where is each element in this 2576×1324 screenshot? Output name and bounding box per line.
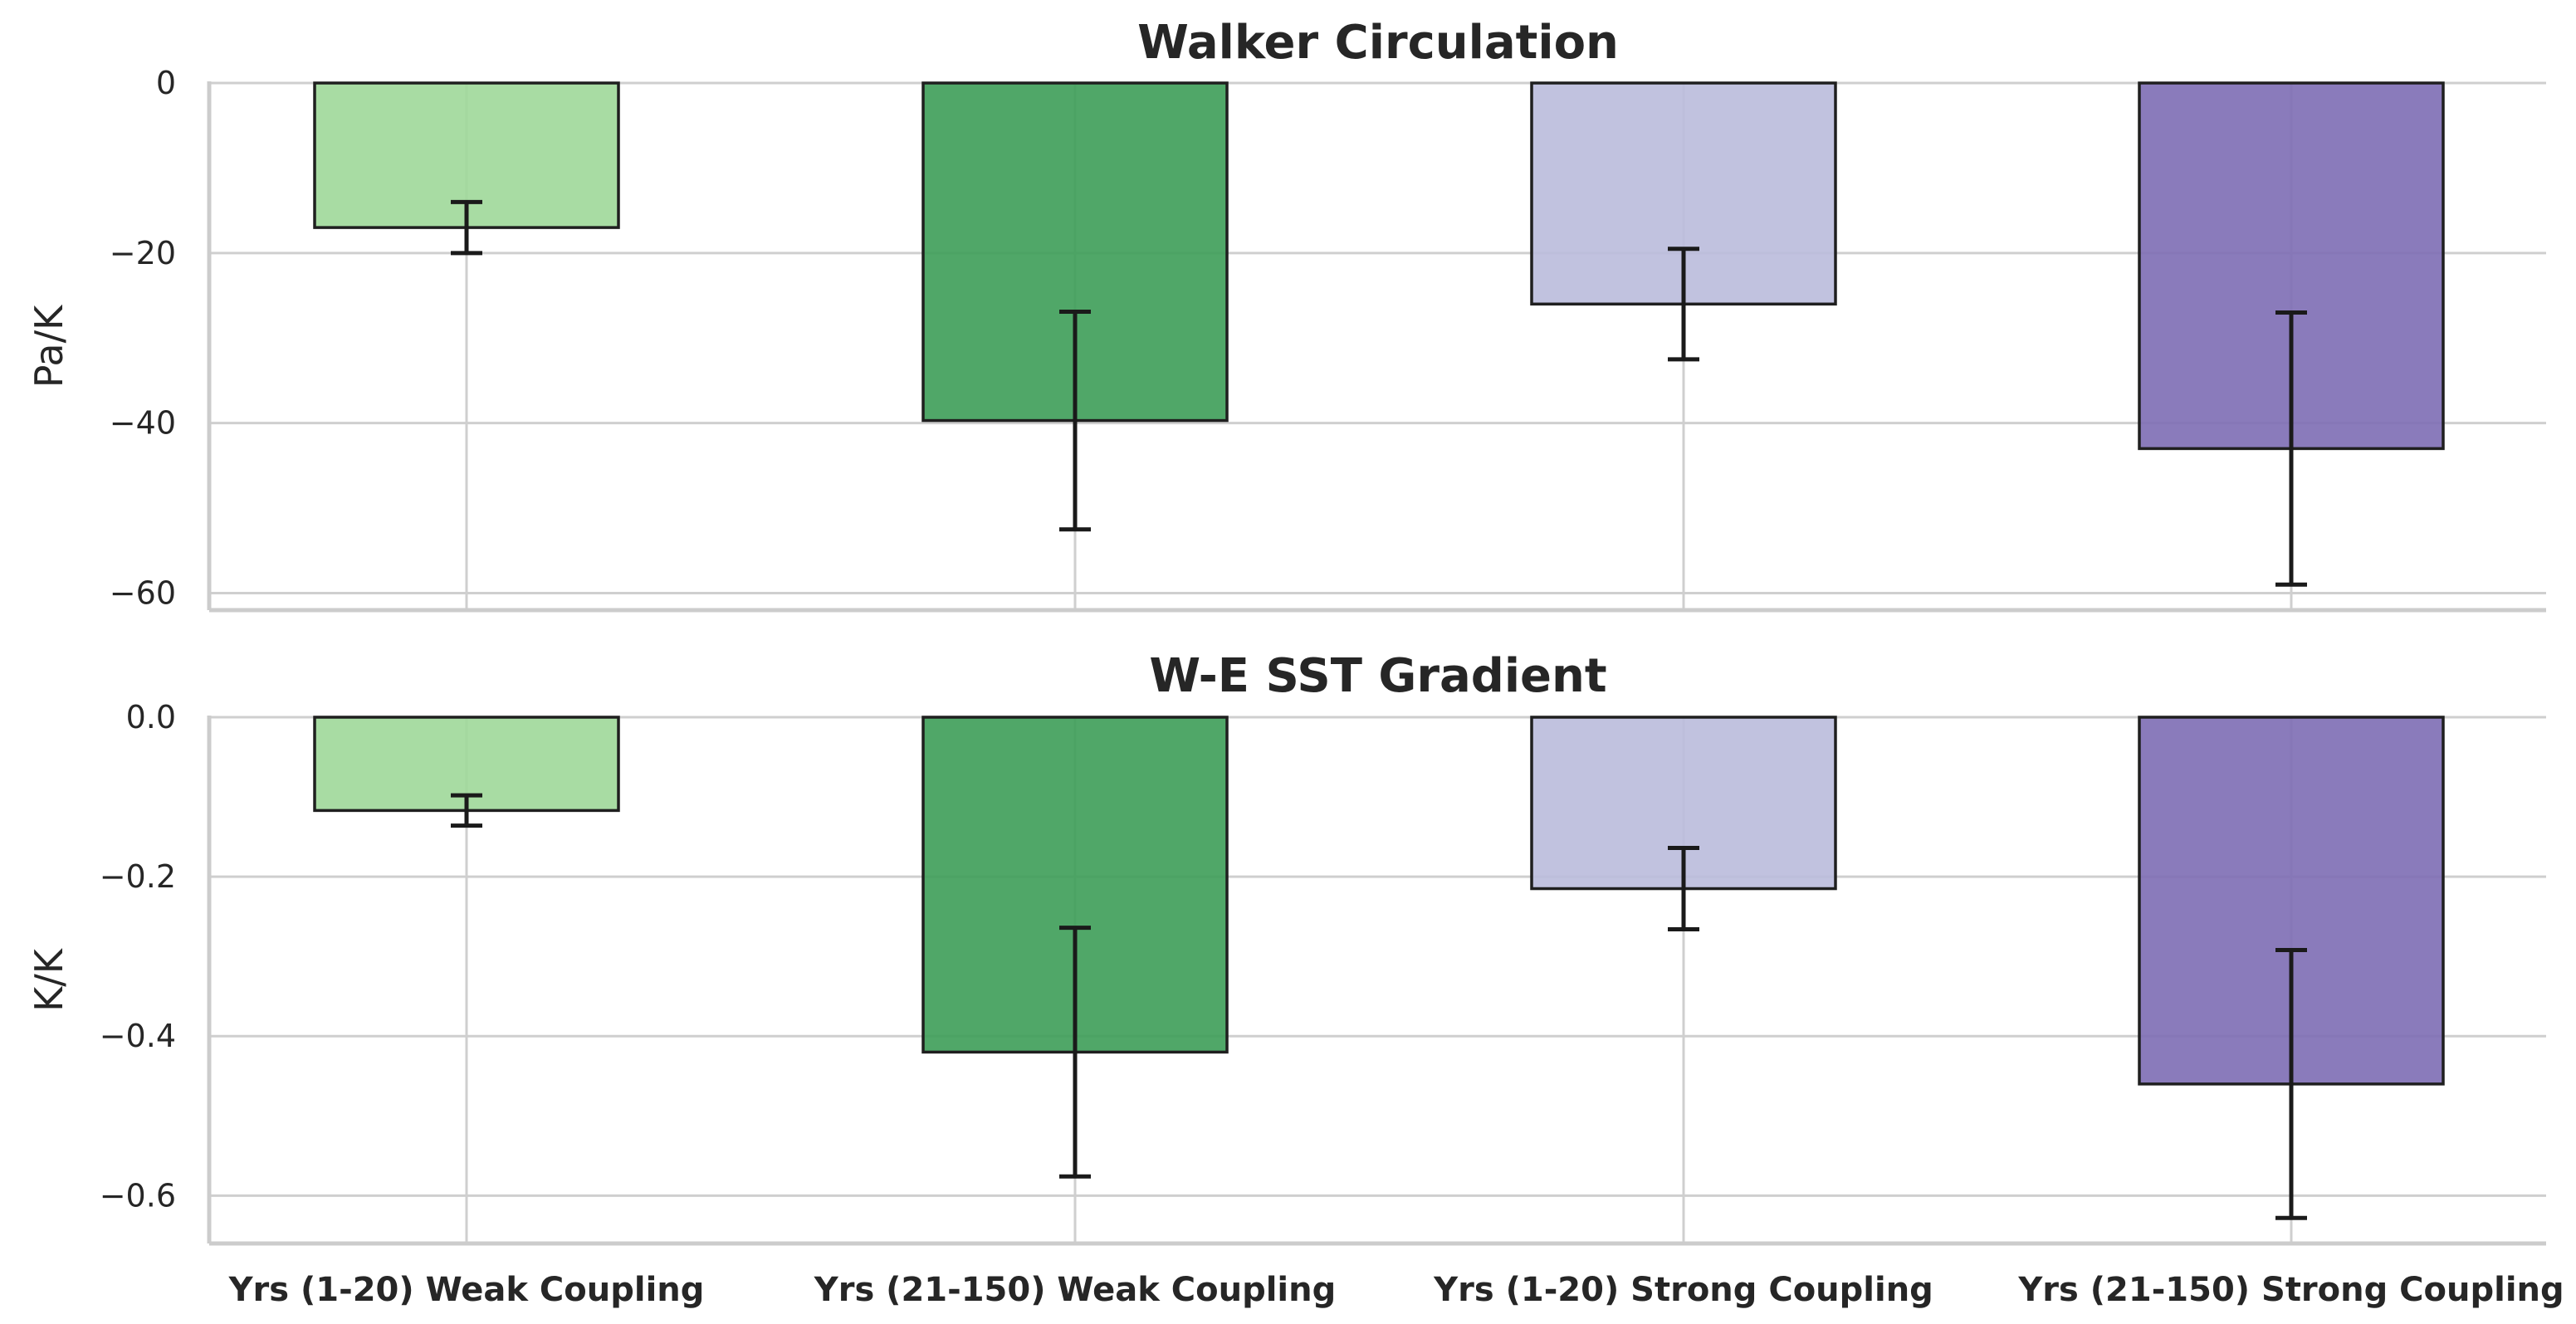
x-tick-label-yrs-1-20-strong-coupling: Yrs (1-20) Strong Coupling — [1433, 1271, 1933, 1309]
walker-circulation-errorbar-yrs-21-150-weak-coupling — [1059, 310, 1091, 532]
walker-circulation-errorbar-yrs-1-20-strong-coupling — [1668, 247, 1699, 362]
walker-circulation-ytick-label-1: −20 — [110, 235, 176, 271]
x-tick-label-yrs-1-20-weak-coupling: Yrs (1-20) Weak Coupling — [228, 1271, 705, 1309]
w-e-sst-gradient-title: W-E SST Gradient — [1149, 649, 1606, 703]
w-e-sst-gradient-errorbar-yrs-21-150-weak-coupling — [1059, 926, 1091, 1179]
w-e-sst-gradient-ytick-label-1: −0.2 — [100, 858, 176, 895]
w-e-sst-gradient-ytick-label-0: 0.0 — [126, 699, 176, 735]
w-e-sst-gradient-errorbar-yrs-21-150-strong-coupling — [2275, 947, 2307, 1220]
x-tick-label-yrs-21-150-weak-coupling: Yrs (21-150) Weak Coupling — [814, 1271, 1337, 1309]
w-e-sst-gradient-ylabel: K/K — [27, 947, 71, 1012]
walker-circulation-ylabel: Pa/K — [27, 304, 71, 388]
walker-circulation-ytick-label-3: −60 — [110, 575, 176, 612]
sst-gradient-panel: 0.0 −0.2 −0.4 −0.6 W-E SST Gradient K/K — [27, 649, 2546, 1246]
x-tick-labels: Yrs (1-20) Weak Coupling Yrs (21-150) Wea… — [228, 1271, 2564, 1309]
w-e-sst-gradient-errorbar-yrs-1-20-weak-coupling — [451, 793, 482, 828]
walker-circulation-ytick-label-2: −40 — [110, 405, 176, 442]
w-e-sst-gradient-ytick-label-2: −0.4 — [100, 1018, 176, 1054]
walker-circulation-ytick-label-0: 0 — [156, 65, 176, 101]
walker-circulation-errorbar-yrs-21-150-strong-coupling — [2275, 310, 2307, 587]
walker-circulation-title: Walker Circulation — [1137, 16, 1619, 70]
w-e-sst-gradient-errorbar-yrs-1-20-strong-coupling — [1668, 846, 1699, 932]
walker-circulation-panel: 0 −20 −40 −60 Walker Circulation Pa/K — [27, 16, 2546, 613]
w-e-sst-gradient-ytick-label-3: −0.6 — [100, 1177, 176, 1214]
walker-circulation-errorbar-yrs-1-20-weak-coupling — [451, 199, 482, 256]
x-tick-label-yrs-21-150-strong-coupling: Yrs (21-150) Strong Coupling — [2017, 1271, 2564, 1309]
